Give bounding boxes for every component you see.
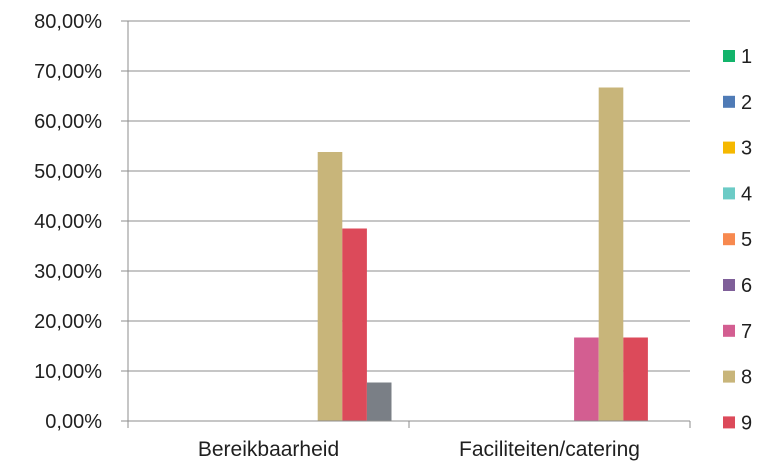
legend-swatch xyxy=(723,50,735,62)
legend-swatch xyxy=(723,95,735,108)
legend-swatch xyxy=(723,187,735,200)
legend-label: 9 xyxy=(741,412,752,434)
legend-swatch xyxy=(723,416,735,429)
bars xyxy=(317,87,648,421)
bar xyxy=(623,337,648,421)
legend: 1 2 3 4 5 6 7 8 9 xyxy=(723,46,752,434)
y-tick-label: 0,00% xyxy=(45,411,102,433)
legend-label: 3 xyxy=(741,138,752,160)
y-tick-label: 30,00% xyxy=(34,261,102,283)
axes: 0,00% 10,00% 20,00% 30,00% 40,00% 50,00% 60,00… xyxy=(34,11,691,461)
legend-swatch xyxy=(723,324,735,337)
legend-label: 6 xyxy=(741,275,752,297)
legend-label: 7 xyxy=(741,321,752,343)
bar xyxy=(317,152,343,421)
legend-label: 8 xyxy=(741,367,752,389)
legend-swatch xyxy=(723,279,735,291)
bar xyxy=(574,337,599,421)
legend-label: 1 xyxy=(741,46,752,68)
bar xyxy=(598,87,624,421)
legend-label: 2 xyxy=(741,92,752,114)
legend-swatch xyxy=(723,141,735,154)
y-tick-label: 20,00% xyxy=(34,311,102,333)
legend-swatch xyxy=(723,370,735,383)
legend-label: 4 xyxy=(741,183,752,205)
bar xyxy=(342,228,367,421)
y-tick-label: 80,00% xyxy=(34,11,102,33)
legend-label: 5 xyxy=(741,229,752,251)
legend-swatch xyxy=(723,233,735,246)
y-tick-label: 60,00% xyxy=(34,111,102,133)
y-tick-label: 10,00% xyxy=(34,361,102,383)
y-tick-label: 40,00% xyxy=(34,211,102,233)
x-category-label: Faciliteiten/catering xyxy=(459,438,640,461)
y-tick-label: 70,00% xyxy=(34,61,102,83)
y-tick-label: 50,00% xyxy=(34,161,102,183)
gridlines xyxy=(128,20,690,372)
x-category-label: Bereikbaarheid xyxy=(198,438,339,461)
bar xyxy=(366,382,392,421)
